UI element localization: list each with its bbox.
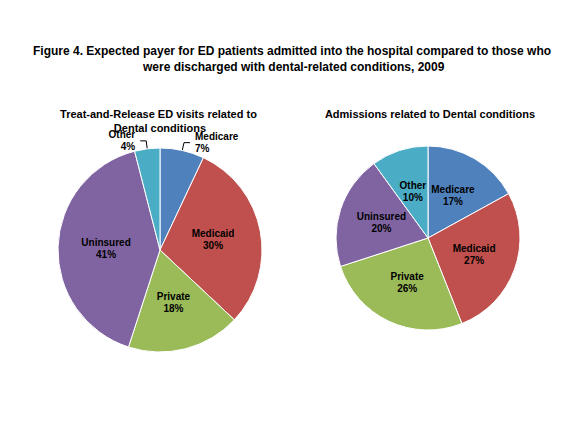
svg-text:Medicare: Medicare bbox=[195, 131, 239, 143]
svg-text:30%: 30% bbox=[203, 240, 223, 251]
svg-text:Private: Private bbox=[390, 271, 424, 282]
svg-text:Dental conditions: Dental conditions bbox=[114, 122, 206, 134]
svg-text:were discharged with dental-re: were discharged with dental-related cond… bbox=[140, 60, 445, 74]
svg-text:Figure 4. Expected payer for E: Figure 4. Expected payer for ED patients… bbox=[33, 44, 551, 58]
svg-text:27%: 27% bbox=[464, 255, 484, 266]
svg-text:Admissions related to Dental c: Admissions related to Dental conditions bbox=[325, 108, 535, 120]
svg-text:Other: Other bbox=[108, 129, 136, 141]
svg-text:17%: 17% bbox=[443, 196, 463, 207]
svg-text:Medicare: Medicare bbox=[431, 184, 475, 195]
svg-text:10%: 10% bbox=[403, 192, 423, 203]
svg-text:41%: 41% bbox=[96, 249, 116, 260]
svg-text:18%: 18% bbox=[163, 303, 183, 314]
svg-text:Medicaid: Medicaid bbox=[192, 228, 235, 239]
svg-text:Uninsured: Uninsured bbox=[357, 211, 406, 222]
svg-text:Other: Other bbox=[400, 180, 427, 191]
svg-text:26%: 26% bbox=[397, 283, 417, 294]
svg-text:20%: 20% bbox=[371, 223, 391, 234]
svg-text:Treat-and-Release ED visits re: Treat-and-Release ED visits related to bbox=[60, 108, 260, 120]
svg-text:Private: Private bbox=[157, 291, 191, 302]
svg-text:Medicaid: Medicaid bbox=[453, 243, 496, 254]
svg-text:4%: 4% bbox=[121, 141, 136, 152]
svg-text:7%: 7% bbox=[195, 143, 210, 154]
svg-text:Uninsured: Uninsured bbox=[81, 237, 130, 248]
